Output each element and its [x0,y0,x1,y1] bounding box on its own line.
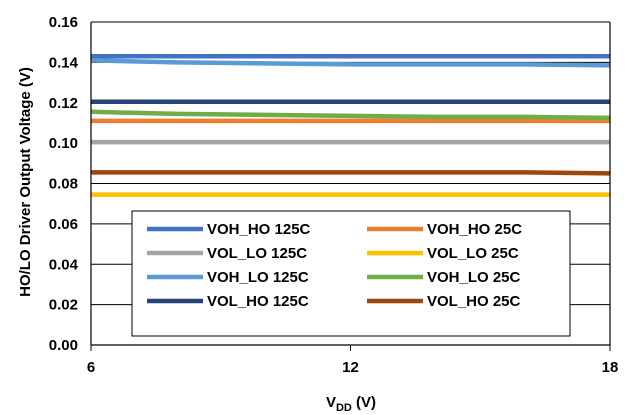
y-tick-label: 0.12 [49,95,78,112]
x-tick-label: 6 [87,359,95,376]
legend-label: VOL_HO 125C [207,293,309,310]
legend-label: VOH_HO 125C [207,221,311,238]
series-line-vol-ho-25c [91,170,611,176]
series-line-voh-lo-125c [90,58,611,68]
x-tick-label: 18 [602,359,619,376]
y-tick-label: 0.08 [49,176,78,193]
x-tick-label: 12 [342,359,359,376]
x-axis-title-subscript: DD [336,402,352,414]
y-tick-label: 0.02 [49,297,78,314]
y-tick-label: 0.06 [49,216,78,233]
y-tick-label: 0.04 [49,256,79,273]
x-tick-labels: 6 12 18 [87,359,619,376]
legend-box [131,210,571,337]
x-axis-title: VDD (V) [326,394,376,414]
y-tick-label: 0.14 [49,54,79,71]
y-tick-label: 0.10 [49,135,78,152]
x-axis-title-main: V [326,394,336,411]
legend-label: VOL_HO 25C [427,293,521,310]
legend: VOH_HO 125C VOH_HO 25C VOL_LO 125C VOL_LO 2… [131,210,571,337]
series-line-voh-lo-25c [90,109,611,121]
axes [90,22,611,351]
legend-label: VOH_LO 125C [207,269,309,286]
y-tick-label: 0.00 [49,337,78,354]
legend-label: VOH_HO 25C [427,221,522,238]
x-axis-title-unit: (V) [352,394,376,411]
legend-label: VOH_LO 25C [427,269,521,286]
legend-label: VOL_LO 25C [427,245,519,262]
series-lines [90,54,611,197]
legend-label: VOL_LO 125C [207,245,307,262]
y-axis-title: HO/LO Driver Output Voltage (V) [17,67,34,297]
y-tick-labels: 0.00 0.02 0.04 0.06 0.08 0.10 0.12 0.14 0.16 [49,14,79,354]
y-tick-label: 0.16 [49,14,78,31]
